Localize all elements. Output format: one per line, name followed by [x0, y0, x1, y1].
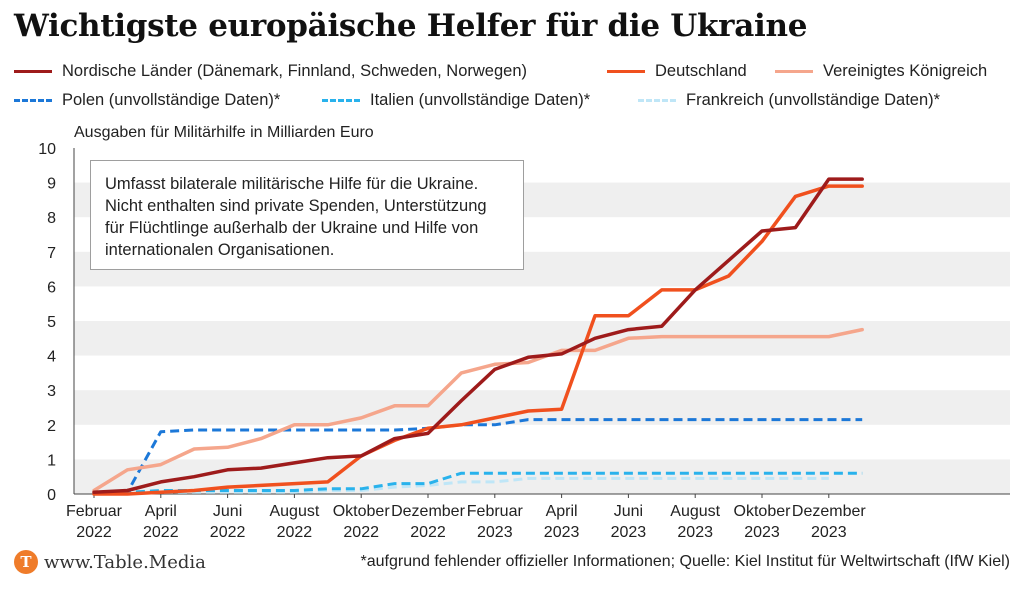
- x-tick-label: 2023: [477, 524, 513, 541]
- legend-label-nordic: Nordische Länder (Dänemark, Finnland, Sc…: [62, 62, 527, 80]
- table-media-logo-icon: T: [14, 550, 38, 574]
- y-tick-label: 9: [47, 176, 56, 193]
- x-tick-label: April: [145, 503, 177, 520]
- y-tick-label: 8: [47, 210, 56, 227]
- legend-item-poland: Polen (unvollständige Daten)*: [14, 91, 280, 110]
- x-tick-label: April: [546, 503, 578, 520]
- chart-title: Wichtigste europäische Helfer für die Uk…: [14, 8, 808, 44]
- legend-swatch-poland: [14, 99, 52, 102]
- x-tick-label: 2022: [410, 524, 446, 541]
- legend-label-poland: Polen (unvollständige Daten)*: [62, 91, 281, 109]
- x-tick-label: 2023: [744, 524, 780, 541]
- legend-label-france: Frankreich (unvollständige Daten)*: [686, 91, 941, 109]
- x-tick-label: 2022: [76, 524, 112, 541]
- x-tick-label: August: [670, 503, 720, 520]
- y-tick-label: 0: [47, 487, 56, 504]
- brand-text: www.Table.Media: [44, 551, 206, 573]
- chart-note: Umfasst bilaterale militärische Hilfe fü…: [90, 160, 524, 270]
- legend-label-germany: Deutschland: [655, 62, 747, 80]
- y-tick-label: 10: [38, 141, 56, 158]
- x-tick-label: 2022: [277, 524, 313, 541]
- series-line-3: [93, 418, 863, 496]
- legend-swatch-nordic: [14, 70, 52, 73]
- legend-swatch-uk: [775, 70, 813, 73]
- brand: T www.Table.Media: [14, 550, 206, 574]
- x-tick-label: Oktober: [333, 503, 391, 520]
- x-tick-label: 2022: [210, 524, 246, 541]
- x-tick-label: 2022: [143, 524, 179, 541]
- y-tick-label: 1: [47, 452, 56, 469]
- x-tick-label: 2023: [611, 524, 647, 541]
- legend-swatch-germany: [607, 70, 645, 73]
- y-tick-label: 4: [47, 349, 56, 366]
- legend-item-uk: Vereinigtes Königreich: [775, 62, 987, 81]
- y-tick-label: 7: [47, 245, 56, 262]
- x-tick-label: Dezember: [792, 503, 866, 520]
- x-tick-label: Juni: [614, 503, 643, 520]
- y-tick-label: 6: [47, 279, 56, 296]
- x-tick-label: Dezember: [391, 503, 465, 520]
- legend-swatch-italy: [322, 99, 360, 102]
- x-tick-label: 2023: [677, 524, 713, 541]
- legend-item-germany: Deutschland: [607, 62, 747, 81]
- y-axis-label: Ausgaben für Militärhilfe in Milliarden …: [74, 124, 374, 141]
- x-tick-label: August: [269, 503, 319, 520]
- series-line-0: [92, 177, 864, 495]
- y-tick-label: 2: [47, 418, 56, 435]
- x-tick-label: Februar: [66, 503, 123, 520]
- series-line-2: [92, 327, 864, 493]
- legend-label-uk: Vereinigtes Königreich: [823, 62, 988, 80]
- legend-item-nordic: Nordische Länder (Dänemark, Finnland, Sc…: [14, 62, 527, 81]
- x-tick-label: 2023: [544, 524, 580, 541]
- legend-swatch-france: [638, 99, 676, 102]
- series-line-5: [93, 476, 829, 496]
- legend-item-italy: Italien (unvollständige Daten)*: [322, 91, 590, 110]
- legend-item-france: Frankreich (unvollständige Daten)*: [638, 91, 940, 110]
- x-tick-label: Februar: [467, 503, 524, 520]
- x-tick-label: 2022: [343, 524, 379, 541]
- source-note: *aufgrund fehlender offizieller Informat…: [360, 553, 1010, 570]
- x-tick-label: Juni: [213, 503, 242, 520]
- series-line-1: [92, 184, 864, 496]
- x-tick-label: Oktober: [734, 503, 792, 520]
- series-line-4: [93, 471, 863, 496]
- x-tick-label: 2023: [811, 524, 847, 541]
- y-tick-label: 5: [47, 314, 56, 331]
- legend-label-italy: Italien (unvollständige Daten)*: [370, 91, 591, 109]
- y-tick-label: 3: [47, 383, 56, 400]
- grid-band: [74, 321, 1010, 356]
